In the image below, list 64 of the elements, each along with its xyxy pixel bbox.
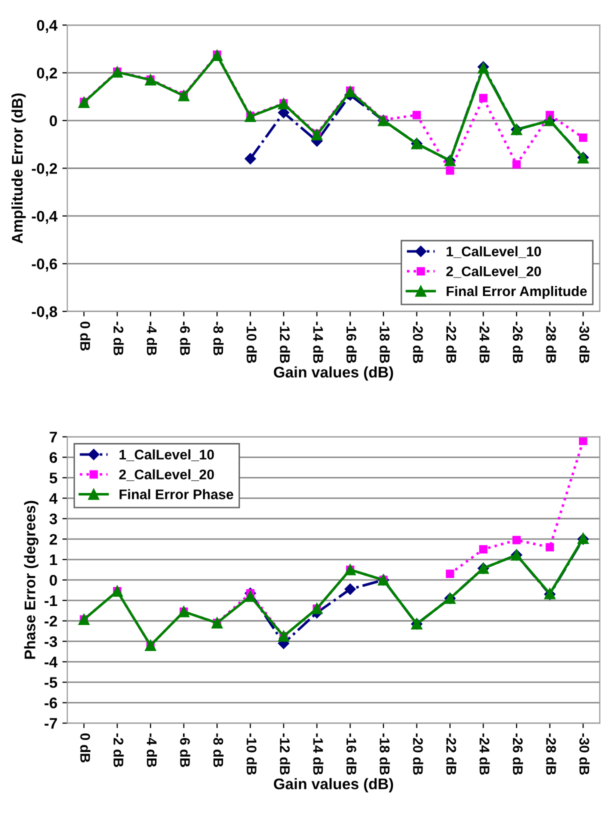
x-tick-label: -12 dB: [280, 322, 290, 363]
x-tick-label: -18 dB: [380, 322, 390, 363]
y-tick-label: 1: [50, 554, 58, 566]
x-tick-label: -8 dB: [213, 733, 224, 767]
legend-label: 1_CalLevel_10: [446, 246, 541, 258]
y-tick-label: -4: [44, 656, 58, 668]
x-tick-label: -28 dB: [546, 733, 556, 775]
x-tick-label: -2 dB: [114, 733, 124, 767]
x-tick-label: -4 dB: [146, 322, 157, 356]
x-tick-label: -26 dB: [512, 322, 524, 363]
legend-label: 2_CalLevel_20: [119, 469, 214, 481]
x-tick-label: -28 dB: [546, 322, 556, 363]
x-tick-label: -22 dB: [446, 322, 456, 363]
y-tick-label: 0: [50, 574, 57, 586]
x-tick-label: -30 dB: [579, 322, 590, 363]
x-tick-label: -20 dB: [413, 322, 424, 363]
x-axis-title: Gain values (dB): [274, 366, 394, 381]
y-tick-label: 0,2: [36, 68, 57, 81]
x-tick-label: -6 dB: [180, 733, 190, 767]
x-axis-title: Gain values (dB): [274, 778, 394, 792]
x-tick-label: 0 dB: [80, 322, 90, 351]
x-tick-label: -2 dB: [114, 322, 124, 356]
y-tick-label: -2: [44, 616, 57, 626]
legend-label: 2_CalLevel_20: [446, 266, 541, 278]
y-tick-label: 4: [49, 493, 58, 504]
legend-label: Final Error Phase: [120, 489, 234, 500]
y-tick-label: 3: [49, 513, 58, 524]
x-tick-label: -14 dB: [313, 322, 324, 363]
x-tick-label: -26 dB: [512, 733, 524, 775]
y-tick-label: 5: [50, 472, 58, 484]
y-tick-label: 0,4: [36, 20, 58, 33]
x-tick-label: -10 dB: [246, 322, 257, 363]
y-tick-label: -0,6: [32, 258, 58, 272]
y-tick-label: -3: [44, 636, 58, 648]
legend-label: 1_CalLevel_10: [120, 449, 214, 462]
y-tick-label: -0,2: [32, 163, 57, 176]
x-tick-label: 0 dB: [80, 733, 90, 762]
x-tick-label: -16 dB: [346, 322, 357, 363]
x-tick-label: -12 dB: [280, 733, 290, 775]
x-tick-label: -24 dB: [480, 733, 490, 775]
y-tick-label: -1: [44, 595, 58, 606]
y-tick-label: -7: [44, 718, 57, 729]
y-tick-label: -6: [44, 698, 58, 708]
y-tick-label: 7: [50, 432, 57, 442]
y-tick-label: -0,4: [32, 210, 58, 224]
y-tick-label: 6: [50, 452, 58, 463]
x-tick-label: -30 dB: [579, 733, 590, 775]
y-axis-title: Amplitude Error (dB): [11, 93, 26, 244]
x-tick-label: -18 dB: [380, 733, 390, 775]
legend-label: Final Error Amplitude: [446, 286, 587, 299]
y-tick-label: 2: [50, 534, 57, 545]
y-tick-label: -0,8: [32, 306, 58, 320]
x-tick-label: -4 dB: [146, 733, 157, 767]
x-tick-label: -14 dB: [313, 733, 324, 775]
x-tick-label: -8 dB: [213, 322, 224, 356]
x-tick-label: -16 dB: [346, 733, 357, 775]
y-axis-title: Phase Error (degrees): [24, 500, 38, 659]
x-tick-label: -20 dB: [413, 733, 424, 775]
x-tick-label: -24 dB: [480, 322, 490, 363]
y-tick-label: -5: [44, 677, 58, 688]
x-tick-label: -22 dB: [446, 733, 456, 775]
y-tick-label: 0: [50, 115, 57, 126]
x-tick-label: -6 dB: [180, 322, 190, 356]
x-tick-label: -10 dB: [246, 733, 257, 775]
